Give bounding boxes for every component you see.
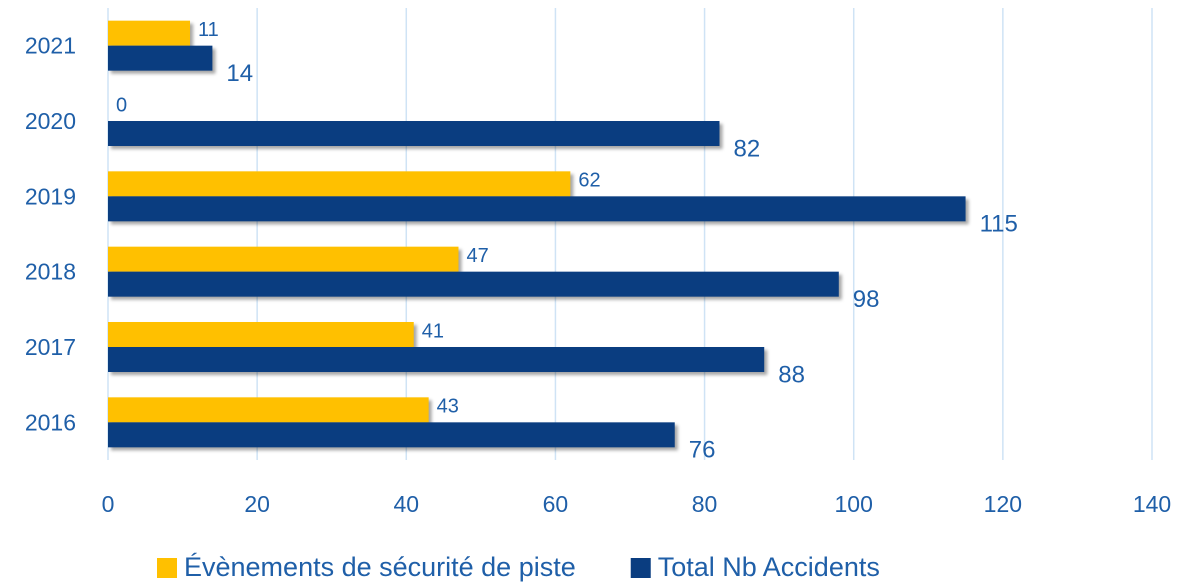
bar bbox=[108, 422, 675, 448]
value-label: 41 bbox=[422, 320, 444, 342]
y-tick-label: 2018 bbox=[25, 259, 76, 285]
x-tick-label: 0 bbox=[102, 491, 115, 517]
x-tick-label: 120 bbox=[984, 491, 1022, 517]
legend-swatch bbox=[157, 558, 177, 578]
x-tick-label: 40 bbox=[393, 491, 419, 517]
value-label: 76 bbox=[689, 437, 716, 464]
bar bbox=[108, 171, 571, 197]
value-label: 82 bbox=[733, 135, 760, 162]
y-tick-label: 2019 bbox=[25, 183, 76, 209]
bar bbox=[108, 121, 720, 146]
value-label: 115 bbox=[980, 211, 1018, 238]
value-label: 14 bbox=[226, 60, 253, 87]
y-tick-label: 2020 bbox=[25, 108, 76, 134]
legend-swatch bbox=[630, 558, 651, 578]
x-tick-label: 20 bbox=[244, 491, 270, 517]
legend-label: Évènements de sécurité de piste bbox=[184, 552, 576, 582]
x-tick-label: 140 bbox=[1133, 491, 1171, 517]
bar bbox=[108, 322, 414, 347]
value-label: 47 bbox=[466, 245, 488, 267]
bar bbox=[108, 246, 459, 272]
value-label: 62 bbox=[578, 170, 600, 192]
bar bbox=[108, 20, 191, 46]
legend-label: Total Nb Accidents bbox=[658, 552, 880, 582]
value-label: 43 bbox=[437, 396, 459, 418]
y-tick-label: 2021 bbox=[25, 33, 76, 59]
value-label: 11 bbox=[198, 19, 219, 41]
bar bbox=[108, 397, 429, 423]
y-tick-label: 2017 bbox=[25, 334, 76, 360]
x-tick-label: 100 bbox=[835, 491, 873, 517]
y-tick-label: 2016 bbox=[25, 409, 76, 435]
x-tick-label: 80 bbox=[692, 491, 718, 517]
value-label: 98 bbox=[853, 286, 880, 313]
bar bbox=[108, 45, 213, 71]
bar bbox=[108, 271, 839, 297]
value-label: 88 bbox=[778, 361, 805, 388]
x-tick-label: 60 bbox=[543, 491, 569, 517]
bar bbox=[108, 196, 966, 222]
bar bbox=[108, 347, 765, 372]
value-label: 0 bbox=[116, 94, 127, 116]
